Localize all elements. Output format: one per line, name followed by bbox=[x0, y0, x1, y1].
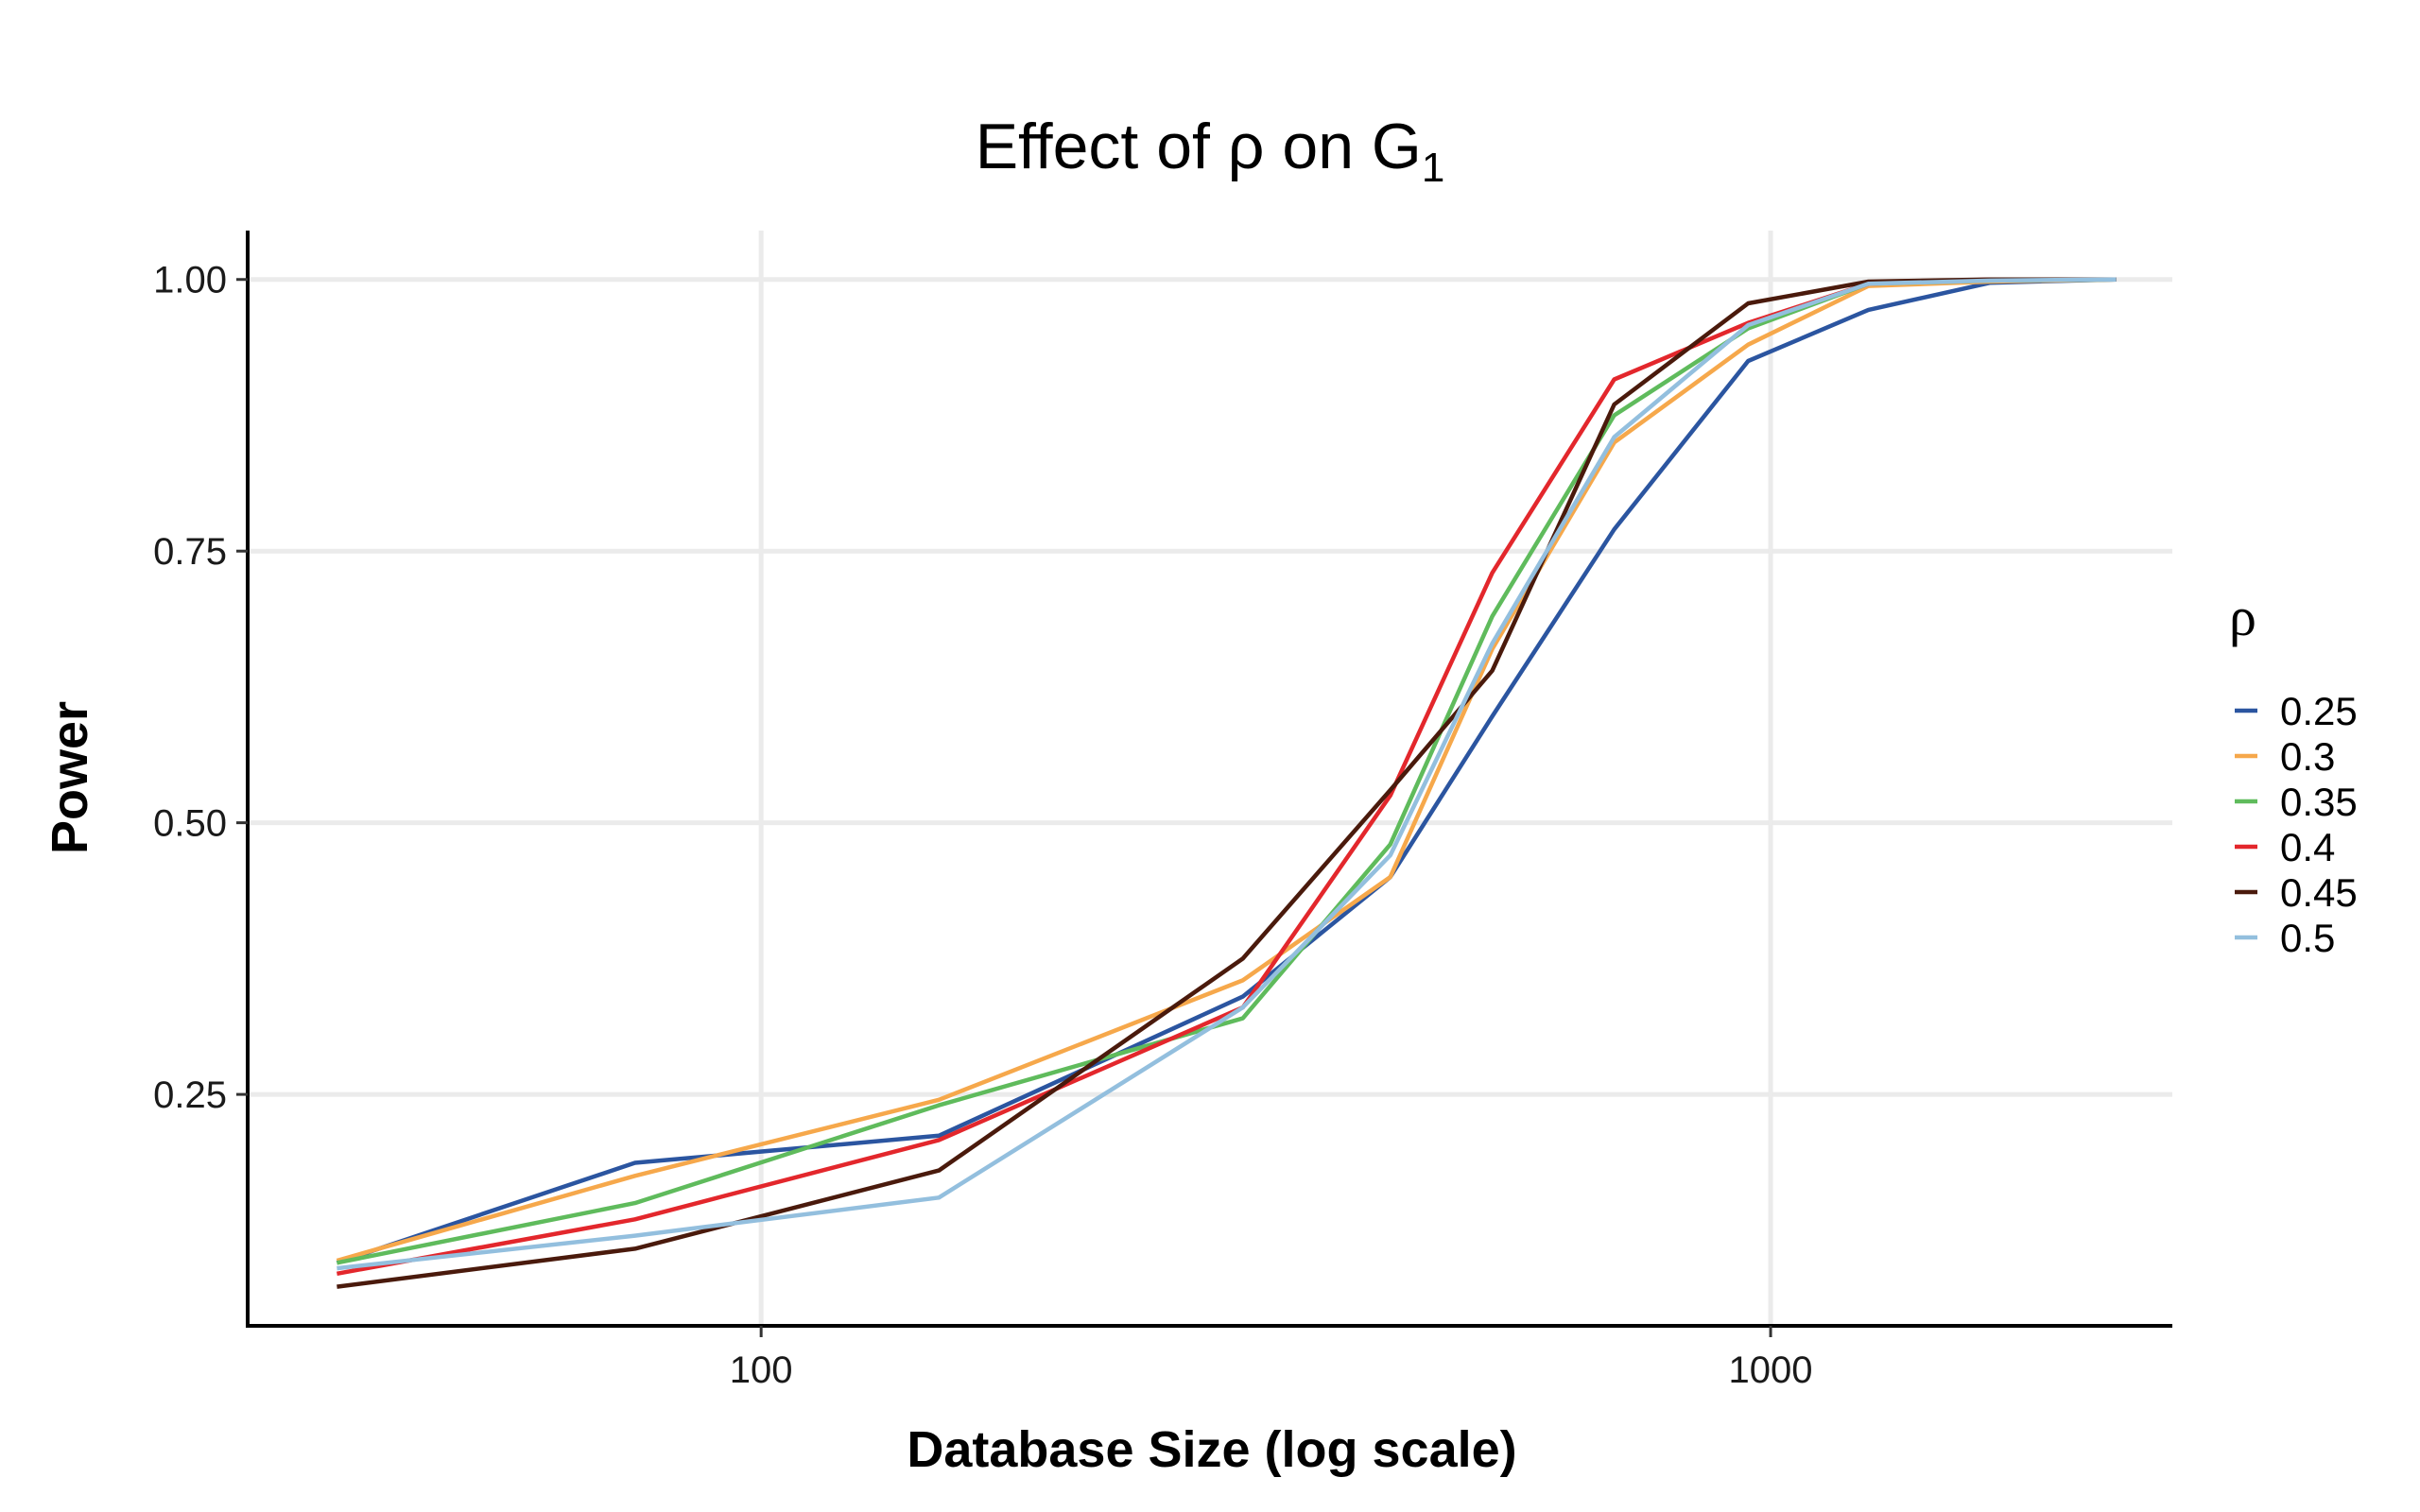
axes bbox=[246, 231, 2172, 1328]
y-tick-label: 0.50 bbox=[153, 803, 227, 845]
y-tick-label: 0.25 bbox=[153, 1074, 227, 1116]
series-line-0.4 bbox=[336, 277, 2117, 1277]
tick-labels: 0.25 0.50 0.75 1.00 100 1000 bbox=[153, 260, 1812, 1391]
chart-title: Effect of ρ on G1 bbox=[976, 111, 1445, 191]
legend-label-0.4: 0.4 bbox=[2280, 825, 2335, 869]
series-lines bbox=[336, 277, 2117, 1289]
legend-label-0.25: 0.25 bbox=[2280, 689, 2358, 733]
legend: ρ 0.250.30.350.40.450.5 bbox=[2229, 586, 2358, 960]
series-line-0.3 bbox=[336, 277, 2117, 1263]
x-tick-label: 1000 bbox=[1729, 1349, 1813, 1391]
series-line-0.45 bbox=[337, 277, 2117, 1289]
series-line-0.5 bbox=[337, 277, 2117, 1271]
legend-label-0.45: 0.45 bbox=[2280, 870, 2358, 915]
legend-label-0.5: 0.5 bbox=[2280, 916, 2335, 960]
legend-label-0.3: 0.3 bbox=[2280, 734, 2335, 779]
gridlines bbox=[248, 231, 2172, 1326]
series-line-0.35 bbox=[336, 277, 2117, 1265]
x-axis-title: Database Size (log scale) bbox=[907, 1421, 1516, 1478]
y-tick-label: 1.00 bbox=[153, 260, 227, 301]
y-tick-label: 0.75 bbox=[153, 531, 227, 573]
series-line-0.25 bbox=[336, 277, 2117, 1265]
y-axis-title: Power bbox=[42, 701, 98, 854]
legend-label-0.35: 0.35 bbox=[2280, 780, 2358, 824]
x-tick-label: 100 bbox=[730, 1349, 793, 1391]
legend-title: ρ bbox=[2229, 586, 2256, 647]
